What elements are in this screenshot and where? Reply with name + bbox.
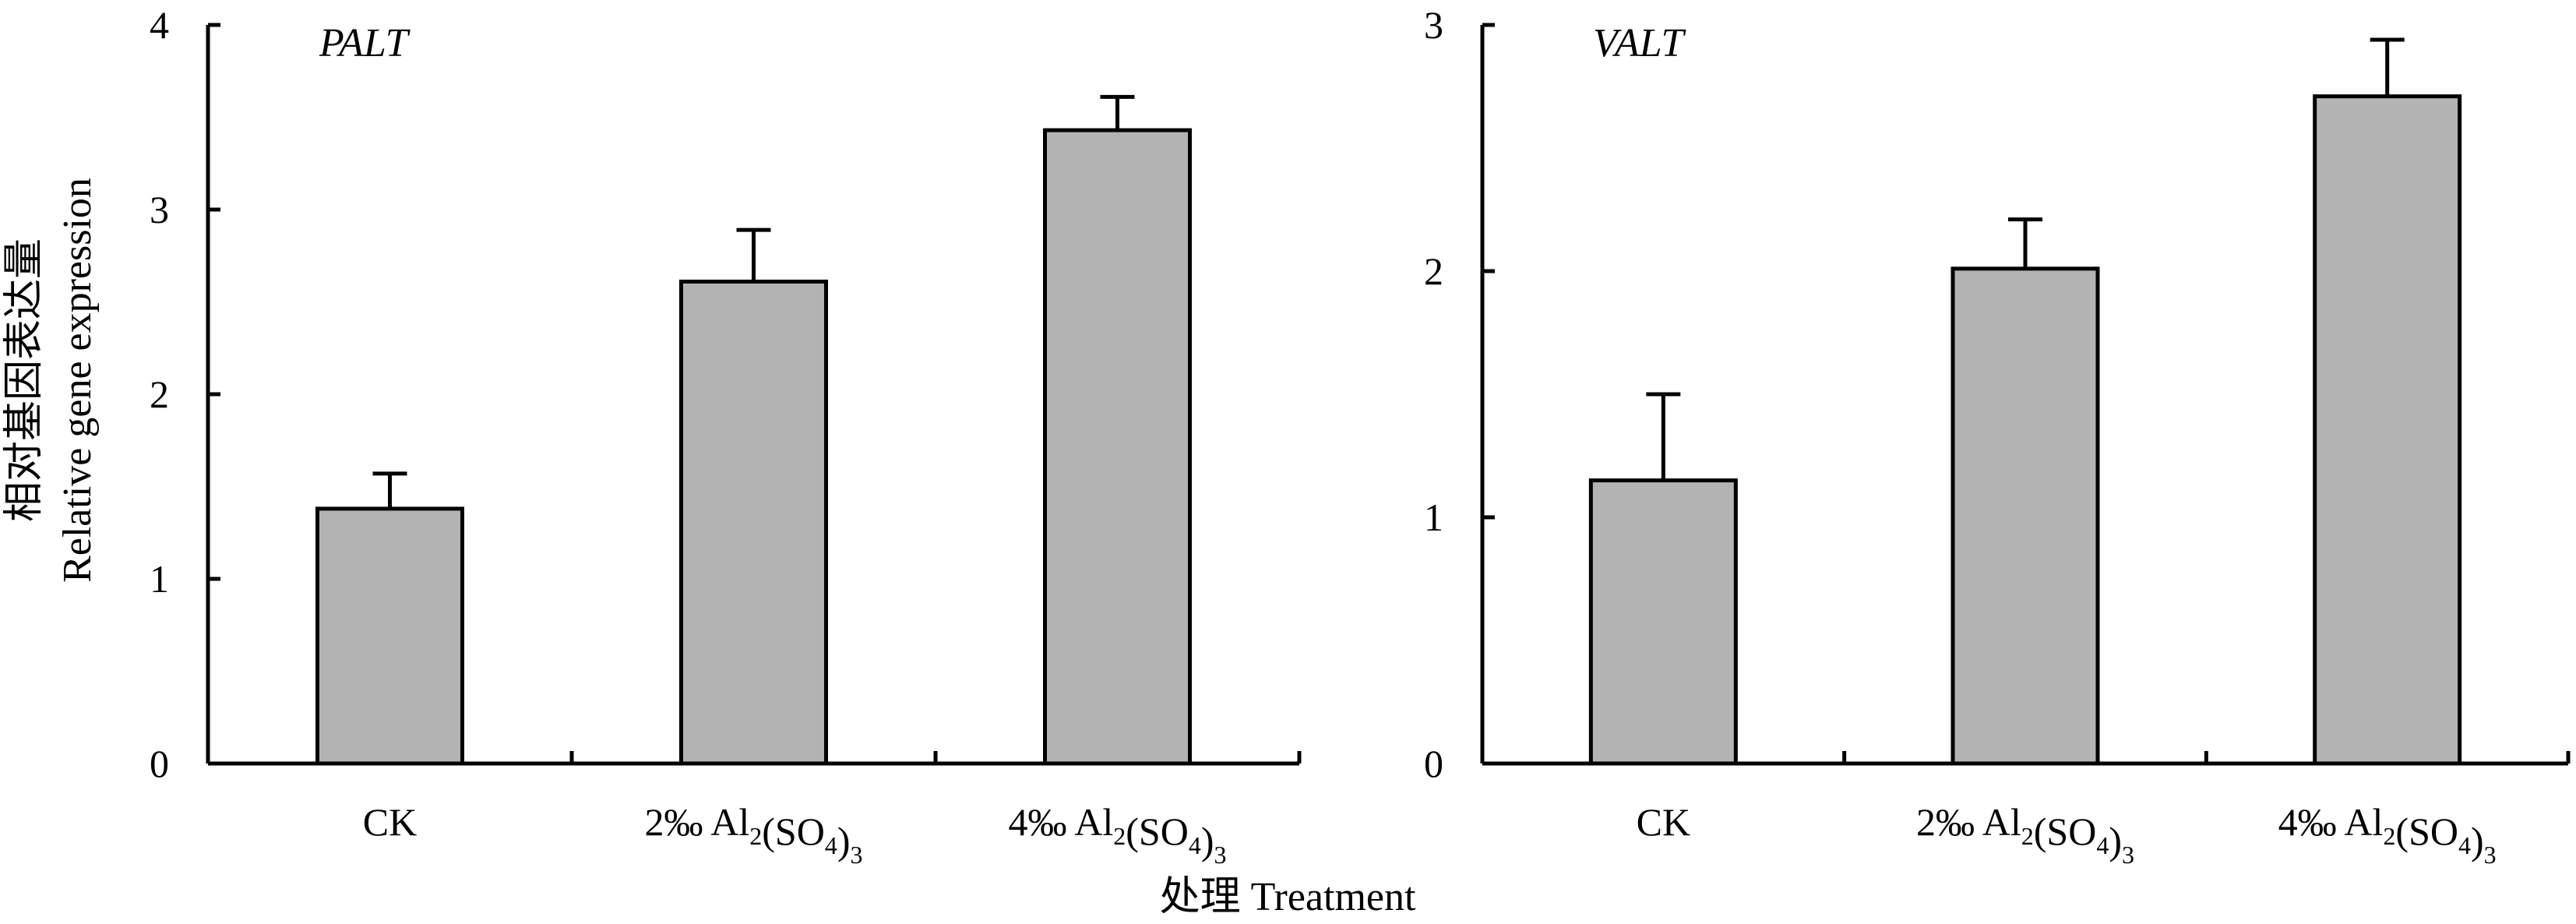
x-tick-label: 4‰ Al2(SO4)3 xyxy=(2278,800,2497,869)
chart-panel-valt: 0 1 2 3 CK 2‰ Al2(SO4)3 4‰ Al2(SO4)3 VALT xyxy=(1424,3,2571,869)
y-tick-label: 3 xyxy=(150,188,169,231)
x-tick-label: CK xyxy=(363,800,417,844)
y-axis-title-english: Relative gene expression xyxy=(55,178,100,583)
x-tick-label: 2‰ Al2(SO4)3 xyxy=(645,800,863,869)
bar-palt-1 xyxy=(679,279,828,766)
y-tick-label: 3 xyxy=(1424,3,1443,47)
y-tick-label: 2 xyxy=(1424,249,1443,293)
x-axis-title: 处理 Treatment xyxy=(1160,875,1416,919)
x-tick-label: 4‰ Al2(SO4)3 xyxy=(1009,800,1227,869)
y-tick-label: 0 xyxy=(150,742,169,785)
panel-title: PALT xyxy=(319,21,411,65)
bar-palt-2 xyxy=(1043,128,1192,766)
bar-valt-2 xyxy=(2313,94,2462,766)
x-tick-label: CK xyxy=(1637,800,1690,844)
chart-panel-palt: 0 1 2 3 4 CK 2‰ Al2(SO4)3 4‰ Al2(SO4)3 PALT xyxy=(150,3,1302,869)
y-tick-label: 2 xyxy=(150,372,169,416)
panel-title: VALT xyxy=(1593,21,1686,65)
y-axis-title-chinese: 相对基因表达量 xyxy=(2,238,47,522)
bar-valt-1 xyxy=(1951,266,2100,766)
bar-valt-0 xyxy=(1588,478,1738,766)
bar-palt-0 xyxy=(315,506,464,766)
y-tick-label: 4 xyxy=(150,3,169,47)
y-tick-label: 1 xyxy=(1424,496,1443,539)
y-tick-label: 0 xyxy=(1424,742,1443,785)
y-tick-label: 1 xyxy=(150,557,169,601)
x-tick-label: 2‰ Al2(SO4)3 xyxy=(1916,800,2134,869)
